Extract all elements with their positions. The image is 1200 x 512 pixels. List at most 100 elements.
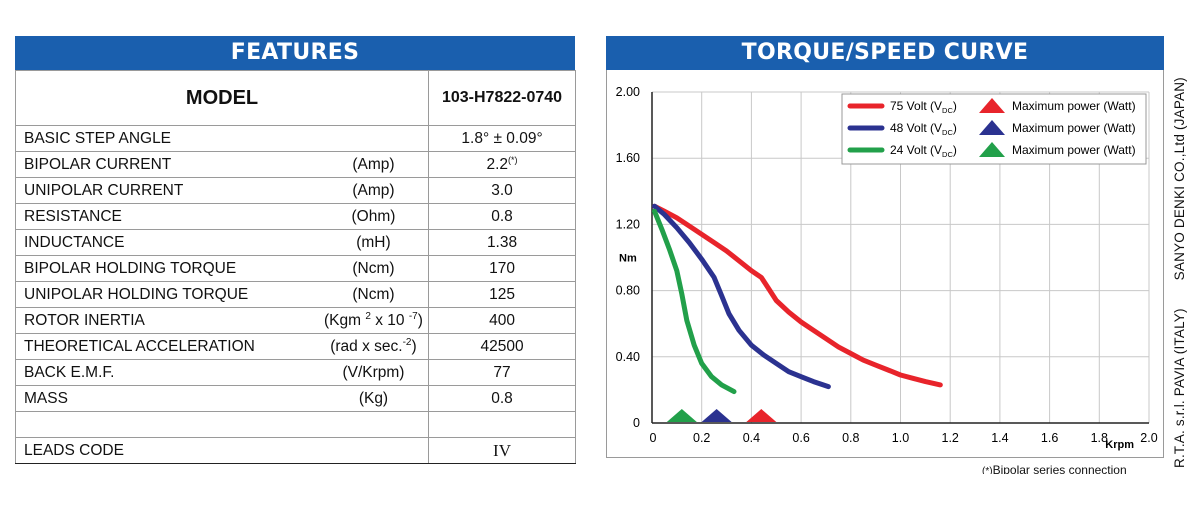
x-tick-label: 1.8 [1091,431,1108,445]
unit-text: (Kgm [324,312,366,330]
x-tick-label: 1.2 [942,431,959,445]
feature-row: INDUCTANCE (mH) 1.38 [14,229,576,256]
chart-frame [606,70,1164,458]
leads-label: LEADS CODE [14,437,429,464]
leads-value: IV [428,437,576,464]
x-tick-label: 2.0 [1140,431,1157,445]
x-axis-label: Krpm [1105,439,1134,451]
feature-name: BIPOLAR HOLDING TORQUE [14,255,319,282]
feature-value: 1.38 [428,229,576,256]
x-tick-label: 0 [650,431,657,445]
x-tick-label: 0.2 [693,431,710,445]
feature-value: 42500 [428,333,576,360]
blank-cell [14,411,429,438]
unit-exponent: -2 [402,336,412,348]
x-tick-label: 1.4 [991,431,1008,445]
unit-exponent: -7 [408,310,418,322]
x-tick-label: 1.0 [892,431,909,445]
feature-name: ROTOR INERTIA [14,307,319,334]
feature-unit: (Ohm) [318,203,430,230]
feature-unit: (Kgm 2 x 10 -7) [318,307,430,334]
feature-unit: (Kg) [318,385,430,412]
feature-value: 400 [428,307,576,334]
feature-row: BASIC STEP ANGLE 1.8° ± 0.09° [14,125,576,152]
legend-max-power-label: Maximum power (Watt) [1012,121,1136,135]
feature-name: BACK E.M.F. [14,359,319,386]
torque-curve-line [652,208,737,395]
legend-dc-subscript: DC [942,106,953,115]
legend-max-power-label: Maximum power (Watt) [1012,99,1136,113]
feature-name: UNIPOLAR CURRENT [14,177,319,204]
feature-value: 125 [428,281,576,308]
x-tick-label: 0.6 [792,431,809,445]
feature-value-text: 0.8 [491,389,513,407]
max-power-marker [746,409,777,422]
manufacturer-japan: SANYO DENKI CO.,Ltd (JAPAN) [1172,77,1187,281]
legend-max-power-label: Maximum power (Watt) [1012,143,1136,157]
feature-value-text: 1.8° ± 0.09° [461,129,543,147]
feature-value: 0.8 [428,203,576,230]
model-row: MODEL 103-H7822-0740 [14,70,576,126]
legend-max-power-marker [979,120,1005,135]
feature-name: UNIPOLAR HOLDING TORQUE [14,281,319,308]
unit-text: (rad x sec. [330,338,403,356]
y-tick-label: 0.80 [616,284,640,298]
legend-max-power-marker [979,98,1005,113]
feature-name: MASS [14,385,319,412]
max-power-marker [701,409,732,422]
torque-speed-chart: 0 0.2 0.4 0.6 0.8 1.0 1.2 1.4 1.6 1.8 2.0 0 0.40 0.80… [616,85,1158,451]
feature-unit: (Amp) [318,177,430,204]
feature-unit: (Ncm) [318,281,430,308]
feature-unit [318,125,430,152]
feature-value-text: 2.2 [486,156,509,174]
legend-dc-subscript: DC [942,150,953,159]
feature-value: 3.0 [428,177,576,204]
feature-unit: (rad x sec.-2) [318,333,430,360]
feature-value-text: 125 [489,285,515,303]
features-header: FEATURES [15,36,575,70]
unit-exponent: 2 [365,310,371,322]
model-value: 103-H7822-0740 [428,70,576,126]
x-tick-label: 0.8 [842,431,859,445]
feature-row: ROTOR INERTIA (Kgm 2 x 10 -7) 400 [14,307,576,334]
x-tick-label: 0.4 [743,431,760,445]
feature-row: THEORETICAL ACCELERATION (rad x sec.-2) 42… [14,333,576,360]
features-table: MODEL 103-H7822-0740 BASIC STEP ANGLE 1.8… [14,70,576,464]
feature-name: RESISTANCE [14,203,319,230]
feature-value-text: 77 [493,363,511,381]
y-tick-label: 0 [633,416,640,430]
y-tick-label: 0.40 [616,350,640,364]
y-tick-label: 1.60 [616,151,640,165]
feature-row: UNIPOLAR HOLDING TORQUE (Ncm) 125 [14,281,576,308]
feature-value: 0.8 [428,385,576,412]
leads-row: LEADS CODE IV [14,437,576,464]
feature-unit: (mH) [318,229,430,256]
y-tick-label: 1.20 [616,217,640,231]
blank-row [14,411,576,438]
feature-row: BACK E.M.F. (V/Krpm) 77 [14,359,576,386]
feature-value-text: 3.0 [491,181,513,199]
feature-row: MASS (Kg) 0.8 [14,385,576,412]
y-axis-label: Nm [619,253,637,265]
feature-value: 2.2(*) [428,151,576,178]
legend-series-label: 75 Volt (VDC) [890,99,957,115]
torque-curve-line [652,203,831,390]
feature-value-text: 170 [489,259,515,277]
feature-value-text: 42500 [480,337,524,355]
x-tick-label: 1.6 [1041,431,1058,445]
legend-series-label: 48 Volt (VDC) [890,121,957,137]
feature-value: 170 [428,255,576,282]
feature-value-text: 0.8 [491,207,513,225]
manufacturer-vertical-text: R.T.A. s.r.l. PAVIA (ITALY) SANYO DENKI C… [1172,68,1187,468]
legend-dc-subscript: DC [942,128,953,137]
blank-cell [428,411,576,438]
unit-text: x 10 [370,312,409,330]
footnote-text: Bipolar series connection [992,463,1127,474]
feature-row: RESISTANCE (Ohm) 0.8 [14,203,576,230]
feature-row: UNIPOLAR CURRENT (Amp) 3.0 [14,177,576,204]
max-power-marker [666,409,697,422]
feature-value: 77 [428,359,576,386]
legend-series-label: 24 Volt (VDC) [890,143,957,159]
feature-name: INDUCTANCE [14,229,319,256]
torque-speed-header: TORQUE/SPEED CURVE [606,36,1164,70]
